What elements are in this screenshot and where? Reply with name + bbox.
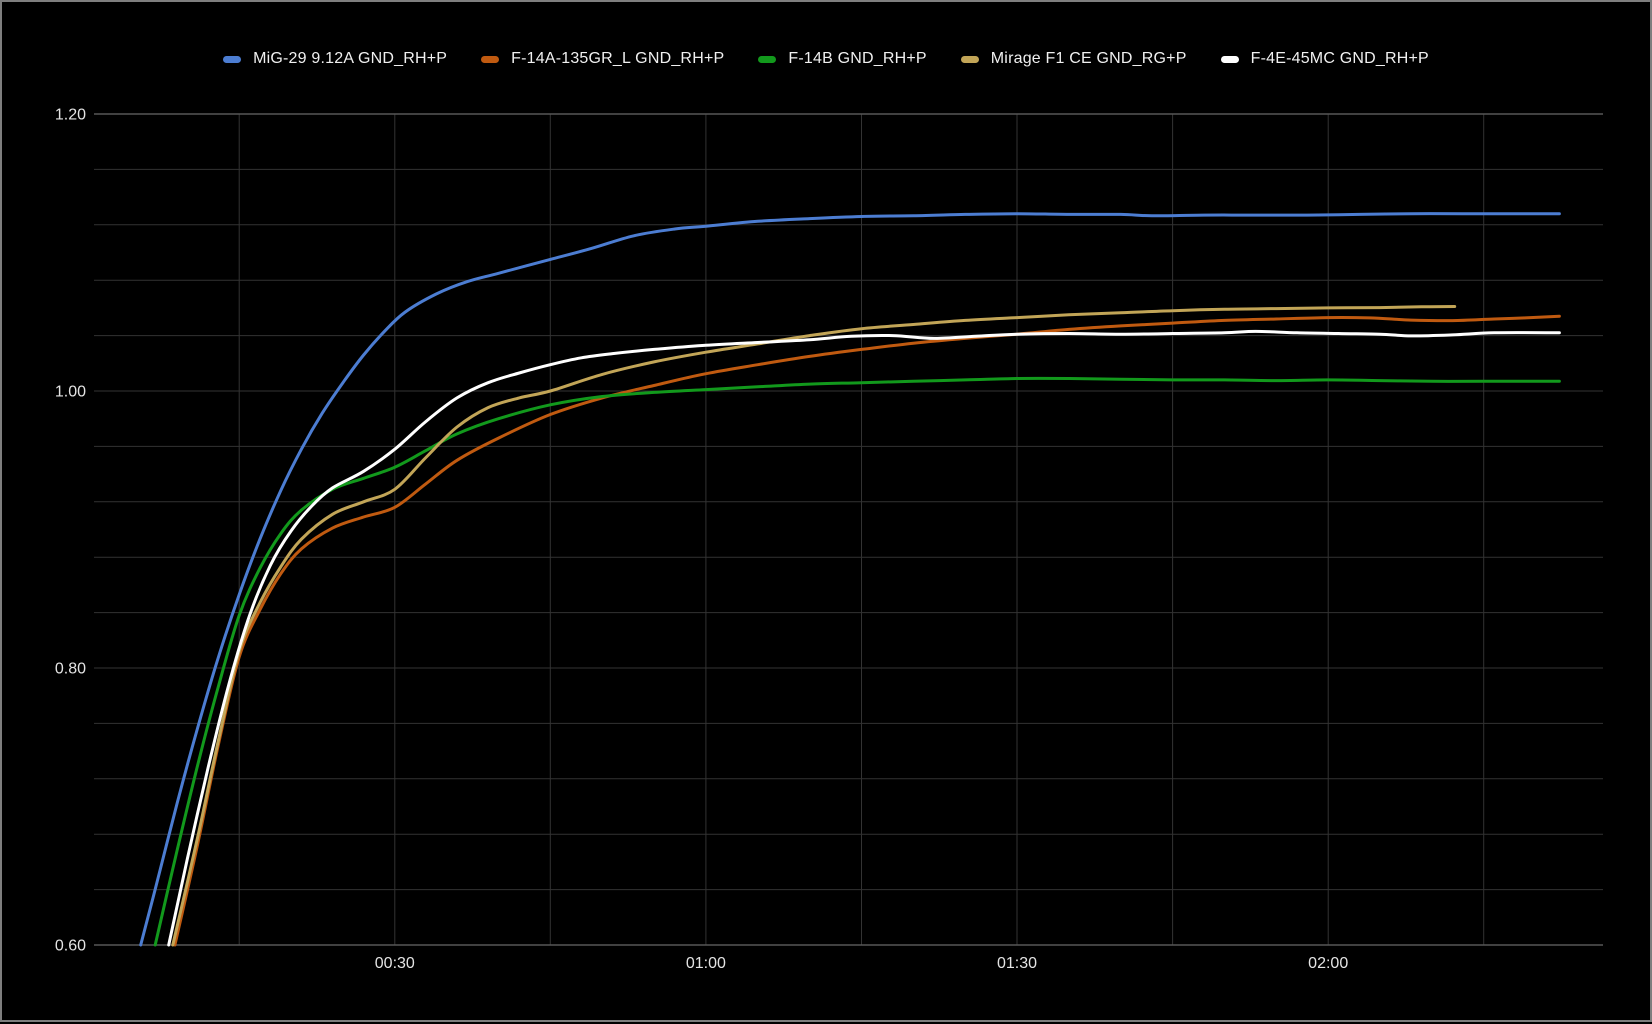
legend-swatch-f-14a-135gr-l-gnd-rh-p — [481, 55, 500, 63]
chart-legend: MiG-29 9.12A GND_RH+P F-14A-135GR_L GND_R… — [2, 48, 1650, 70]
x-tick-label: 02:00 — [1308, 955, 1348, 972]
legend-label-f-14b-gnd-rh-p: F-14B GND_RH+P — [788, 50, 927, 67]
legend-swatch-f-4e-45mc-gnd-rh-p — [1220, 55, 1239, 63]
legend-swatch-mirage-f1-ce-gnd-rg-p — [960, 55, 979, 63]
legend-label-mig-29-9-12a-gnd-rh-p: MiG-29 9.12A GND_RH+P — [253, 50, 448, 67]
y-tick-label: 0.80 — [55, 661, 86, 678]
legend-label-f-4e-45mc-gnd-rh-p: F-4E-45MC GND_RH+P — [1250, 50, 1429, 67]
legend-item-f-14a-135gr-l-gnd-rh-p[interactable]: F-14A-135GR_L GND_RH+P — [481, 50, 724, 68]
legend-label-f-14a-135gr-l-gnd-rh-p: F-14A-135GR_L GND_RH+P — [511, 50, 725, 67]
series-line-f-4e-45mc-gnd-rh-p — [167, 329, 1561, 947]
series-line-f-14a-135gr-l-gnd-rh-p — [173, 314, 1561, 947]
x-tick-label: 01:30 — [997, 955, 1037, 972]
x-tick-label: 00:30 — [375, 955, 415, 972]
series-line-mirage-f1-ce-gnd-rg-p — [171, 305, 1457, 947]
legend-swatch-f-14b-gnd-rh-p — [758, 55, 777, 63]
x-tick-label: 01:00 — [686, 955, 726, 972]
y-tick-label: 0.60 — [55, 938, 86, 955]
series-line-f-14b-gnd-rh-p — [153, 376, 1561, 947]
y-tick-label: 1.20 — [55, 107, 86, 124]
legend-item-mirage-f1-ce-gnd-rg-p[interactable]: Mirage F1 CE GND_RG+P — [960, 50, 1187, 68]
y-tick-label: 1.00 — [55, 384, 86, 401]
legend-item-f-14b-gnd-rh-p[interactable]: F-14B GND_RH+P — [758, 50, 927, 68]
series-line-mig-29-9-12a-gnd-rh-p — [139, 212, 1561, 947]
legend-swatch-mig-29-9-12a-gnd-rh-p — [223, 55, 242, 63]
legend-item-f-4e-45mc-gnd-rh-p[interactable]: F-4E-45MC GND_RH+P — [1220, 50, 1429, 68]
legend-item-mig-29-9-12a-gnd-rh-p[interactable]: MiG-29 9.12A GND_RH+P — [223, 50, 447, 68]
legend-label-mirage-f1-ce-gnd-rg-p: Mirage F1 CE GND_RG+P — [990, 50, 1187, 67]
